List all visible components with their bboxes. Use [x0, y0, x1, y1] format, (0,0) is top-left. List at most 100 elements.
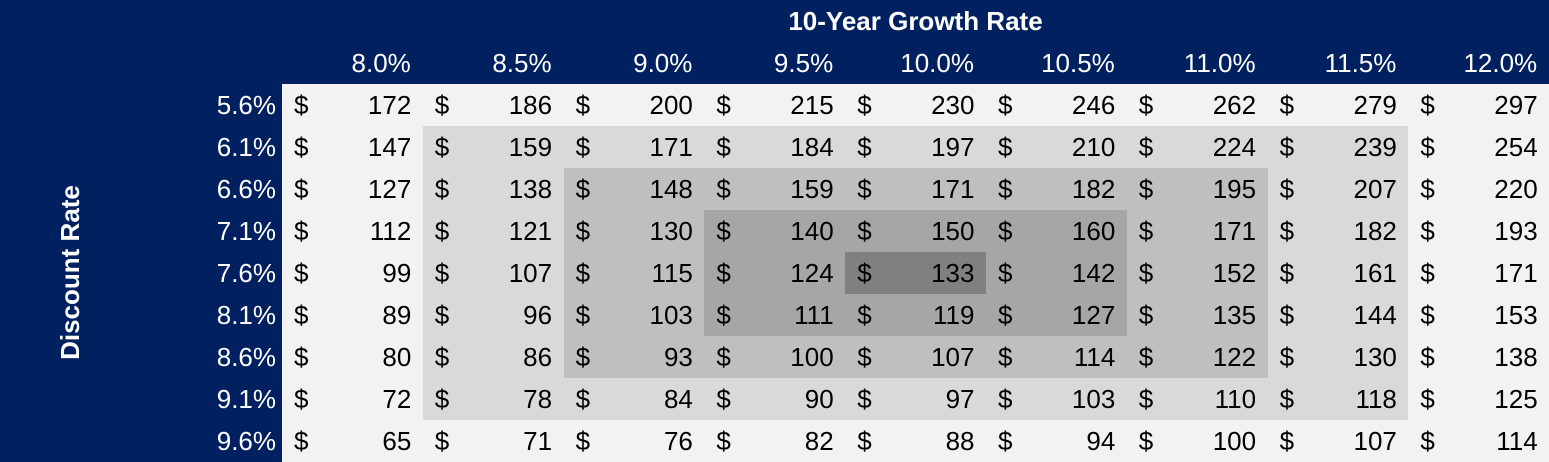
- table-cell: $172: [282, 84, 424, 126]
- cell-value: 215: [790, 90, 834, 120]
- currency-symbol: $: [434, 90, 450, 120]
- cell-value: 107: [508, 258, 553, 288]
- cell-value: 144: [1353, 300, 1397, 330]
- table-cell: $88: [845, 420, 987, 462]
- cell-value: 72: [382, 384, 412, 414]
- currency-symbol: $: [716, 258, 731, 288]
- cell-value: 78: [523, 384, 553, 414]
- cell-value: 122: [1212, 342, 1257, 372]
- cell-value: 171: [931, 174, 975, 204]
- currency-symbol: $: [294, 300, 309, 330]
- currency-symbol: $: [998, 342, 1013, 372]
- cell-value: 100: [1212, 426, 1257, 456]
- cell-value: 200: [649, 90, 693, 120]
- cell-value: 112: [369, 216, 412, 246]
- currency-symbol: $: [434, 258, 450, 288]
- currency-symbol: $: [1420, 216, 1435, 246]
- currency-symbol: $: [1138, 342, 1154, 372]
- currency-symbol: $: [294, 426, 309, 456]
- cell-value: 138: [508, 174, 553, 204]
- currency-symbol: $: [575, 426, 591, 456]
- currency-symbol: $: [1279, 342, 1295, 372]
- cell-value: 107: [931, 342, 975, 372]
- table-cell: $150: [845, 210, 987, 252]
- table-cell: $224: [1126, 126, 1269, 168]
- currency-symbol: $: [1420, 132, 1435, 162]
- cell-value: 279: [1353, 90, 1397, 120]
- currency-symbol: $: [1138, 258, 1154, 288]
- cell-value: 110: [1214, 384, 1257, 414]
- currency-symbol: $: [998, 258, 1013, 288]
- table-cell: $100: [1126, 420, 1269, 462]
- currency-symbol: $: [1279, 300, 1295, 330]
- column-header: 8.0%: [351, 48, 411, 78]
- table-cell: $230: [845, 84, 987, 126]
- table-cell: $195: [1126, 168, 1269, 210]
- cell-value: 103: [1071, 384, 1116, 414]
- cell-value: 127: [1071, 300, 1116, 330]
- cell-value: 142: [1071, 258, 1116, 288]
- table-cell: $65: [282, 420, 424, 462]
- currency-symbol: $: [1279, 174, 1295, 204]
- cell-value: 86: [523, 342, 553, 372]
- cell-value: 80: [382, 342, 412, 372]
- table-cell: $111: [704, 294, 846, 336]
- currency-symbol: $: [857, 342, 872, 372]
- currency-symbol: $: [575, 132, 591, 162]
- currency-symbol: $: [1279, 216, 1295, 246]
- currency-symbol: $: [434, 132, 450, 162]
- cell-value: 297: [1494, 90, 1538, 120]
- table-cell: $119: [845, 294, 987, 336]
- table-cell: $94: [986, 420, 1128, 462]
- table-cell: $142: [986, 252, 1128, 294]
- cell-value: 133: [931, 258, 975, 288]
- currency-symbol: $: [998, 132, 1013, 162]
- row-header: 9.1%: [216, 384, 276, 414]
- cell-value: 262: [1212, 90, 1257, 120]
- table-cell: $159: [422, 126, 565, 168]
- cell-value: 197: [931, 132, 975, 162]
- cell-value: 90: [804, 384, 834, 414]
- cell-value: 184: [790, 132, 834, 162]
- cell-value: 84: [663, 384, 693, 414]
- cell-value: 171: [1212, 216, 1257, 246]
- column-header: 10.5%: [1041, 48, 1115, 78]
- table-cell: $118: [1267, 378, 1409, 420]
- row-header: 5.6%: [216, 90, 276, 120]
- row-header: 6.1%: [216, 132, 276, 162]
- table-cell: $76: [563, 420, 705, 462]
- currency-symbol: $: [998, 426, 1013, 456]
- currency-symbol: $: [857, 300, 872, 330]
- currency-symbol: $: [857, 90, 872, 120]
- cell-value: 99: [382, 258, 412, 288]
- row-header: 8.6%: [216, 342, 276, 372]
- cell-value: 130: [1353, 342, 1397, 372]
- table-cell: $182: [1267, 210, 1409, 252]
- currency-symbol: $: [716, 342, 731, 372]
- currency-symbol: $: [434, 300, 450, 330]
- table-cell: $127: [282, 168, 424, 210]
- cell-value: 121: [508, 216, 553, 246]
- cell-value: 111: [794, 300, 834, 330]
- currency-symbol: $: [1420, 384, 1435, 414]
- cell-value: 124: [790, 258, 834, 288]
- table-cell: $148: [563, 168, 705, 210]
- column-axis-title: 10-Year Growth Rate: [788, 5, 1043, 36]
- table-cell: $152: [1126, 252, 1269, 294]
- cell-value: 114: [1073, 342, 1116, 372]
- table-cell: $153: [1408, 294, 1549, 336]
- table-cell: $279: [1267, 84, 1409, 126]
- row-header: 6.6%: [216, 174, 276, 204]
- table-cell: $147: [282, 126, 424, 168]
- currency-symbol: $: [1420, 174, 1435, 204]
- currency-symbol: $: [1138, 174, 1154, 204]
- table-cell: $96: [422, 294, 565, 336]
- cell-value: 186: [508, 90, 553, 120]
- currency-symbol: $: [575, 174, 591, 204]
- row-header: 8.1%: [216, 300, 276, 330]
- table-cell: $78: [422, 378, 565, 420]
- table-cell: $107: [1267, 420, 1409, 462]
- table-cell: $110: [1126, 378, 1269, 420]
- currency-symbol: $: [575, 300, 591, 330]
- cell-value: 130: [649, 216, 693, 246]
